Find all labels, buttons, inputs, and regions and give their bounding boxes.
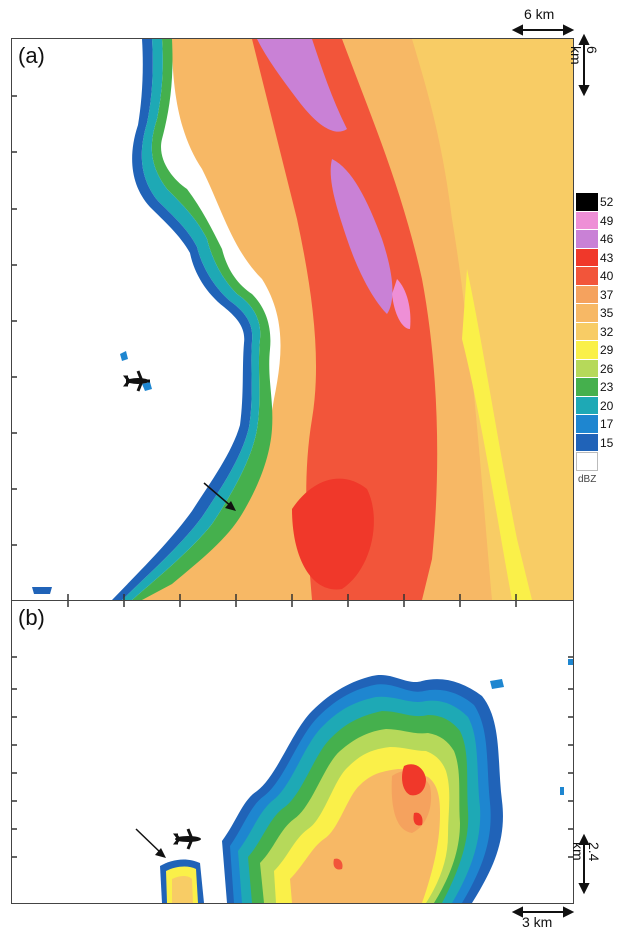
legend-swatch <box>576 230 598 249</box>
legend-value-label: 20 <box>600 398 614 413</box>
color-legend <box>576 193 598 471</box>
legend-value-label: 43 <box>600 250 614 265</box>
legend-swatch <box>576 396 598 415</box>
legend-swatch <box>576 285 598 304</box>
panel-b-label: (b) <box>18 605 45 630</box>
legend-value-label: 46 <box>600 232 614 246</box>
legend-swatch <box>576 433 598 452</box>
legend-value-label: 29 <box>600 343 614 357</box>
legend-swatch <box>576 378 598 397</box>
legend-swatch <box>576 267 598 286</box>
legend-value-label: 52 <box>600 195 614 209</box>
legend-swatch <box>576 341 598 360</box>
panel-b: (b) <box>11 600 574 904</box>
panel-b-reflectivity-map <box>12 601 573 903</box>
legend-swatch <box>576 193 598 212</box>
pointer-arrow-icon <box>203 482 236 511</box>
panel-a-tick-marks <box>12 95 517 600</box>
airplane-icon <box>173 828 201 850</box>
scale-bottom-vertical-label: 2.4 km <box>570 842 602 862</box>
pointer-arrow-icon <box>135 828 166 858</box>
legend-value-label: 26 <box>600 361 614 376</box>
legend-value-label: 35 <box>600 306 614 320</box>
legend-swatch <box>576 359 598 378</box>
scale-top-vertical-label: 6 km <box>568 46 600 65</box>
legend-swatch <box>576 452 598 471</box>
legend-value-label: 49 <box>600 213 614 228</box>
panel-a-label: (a) <box>18 43 45 68</box>
legend-value-label: 37 <box>600 287 614 302</box>
legend-value-label: 32 <box>600 324 614 339</box>
airplane-icon <box>123 370 150 392</box>
legend-swatch <box>576 322 598 341</box>
panel-a-reflectivity-map <box>12 39 573 600</box>
legend-value-label: 15 <box>600 435 614 450</box>
legend-swatch <box>576 415 598 434</box>
panel-b-tick-marks <box>12 601 573 858</box>
panel-a: (a) <box>11 38 574 601</box>
legend-value-label: 17 <box>600 417 614 431</box>
legend-unit-label: dBZ <box>578 474 597 485</box>
legend-value-label: 23 <box>600 380 614 394</box>
legend-swatch <box>576 304 598 323</box>
legend-swatch <box>576 211 598 230</box>
legend-swatch <box>576 248 598 267</box>
legend-value-label: 40 <box>600 269 614 283</box>
scale-top-horizontal-label: 6 km <box>524 6 555 22</box>
scale-bottom-horizontal-label: 3 km <box>522 914 553 930</box>
